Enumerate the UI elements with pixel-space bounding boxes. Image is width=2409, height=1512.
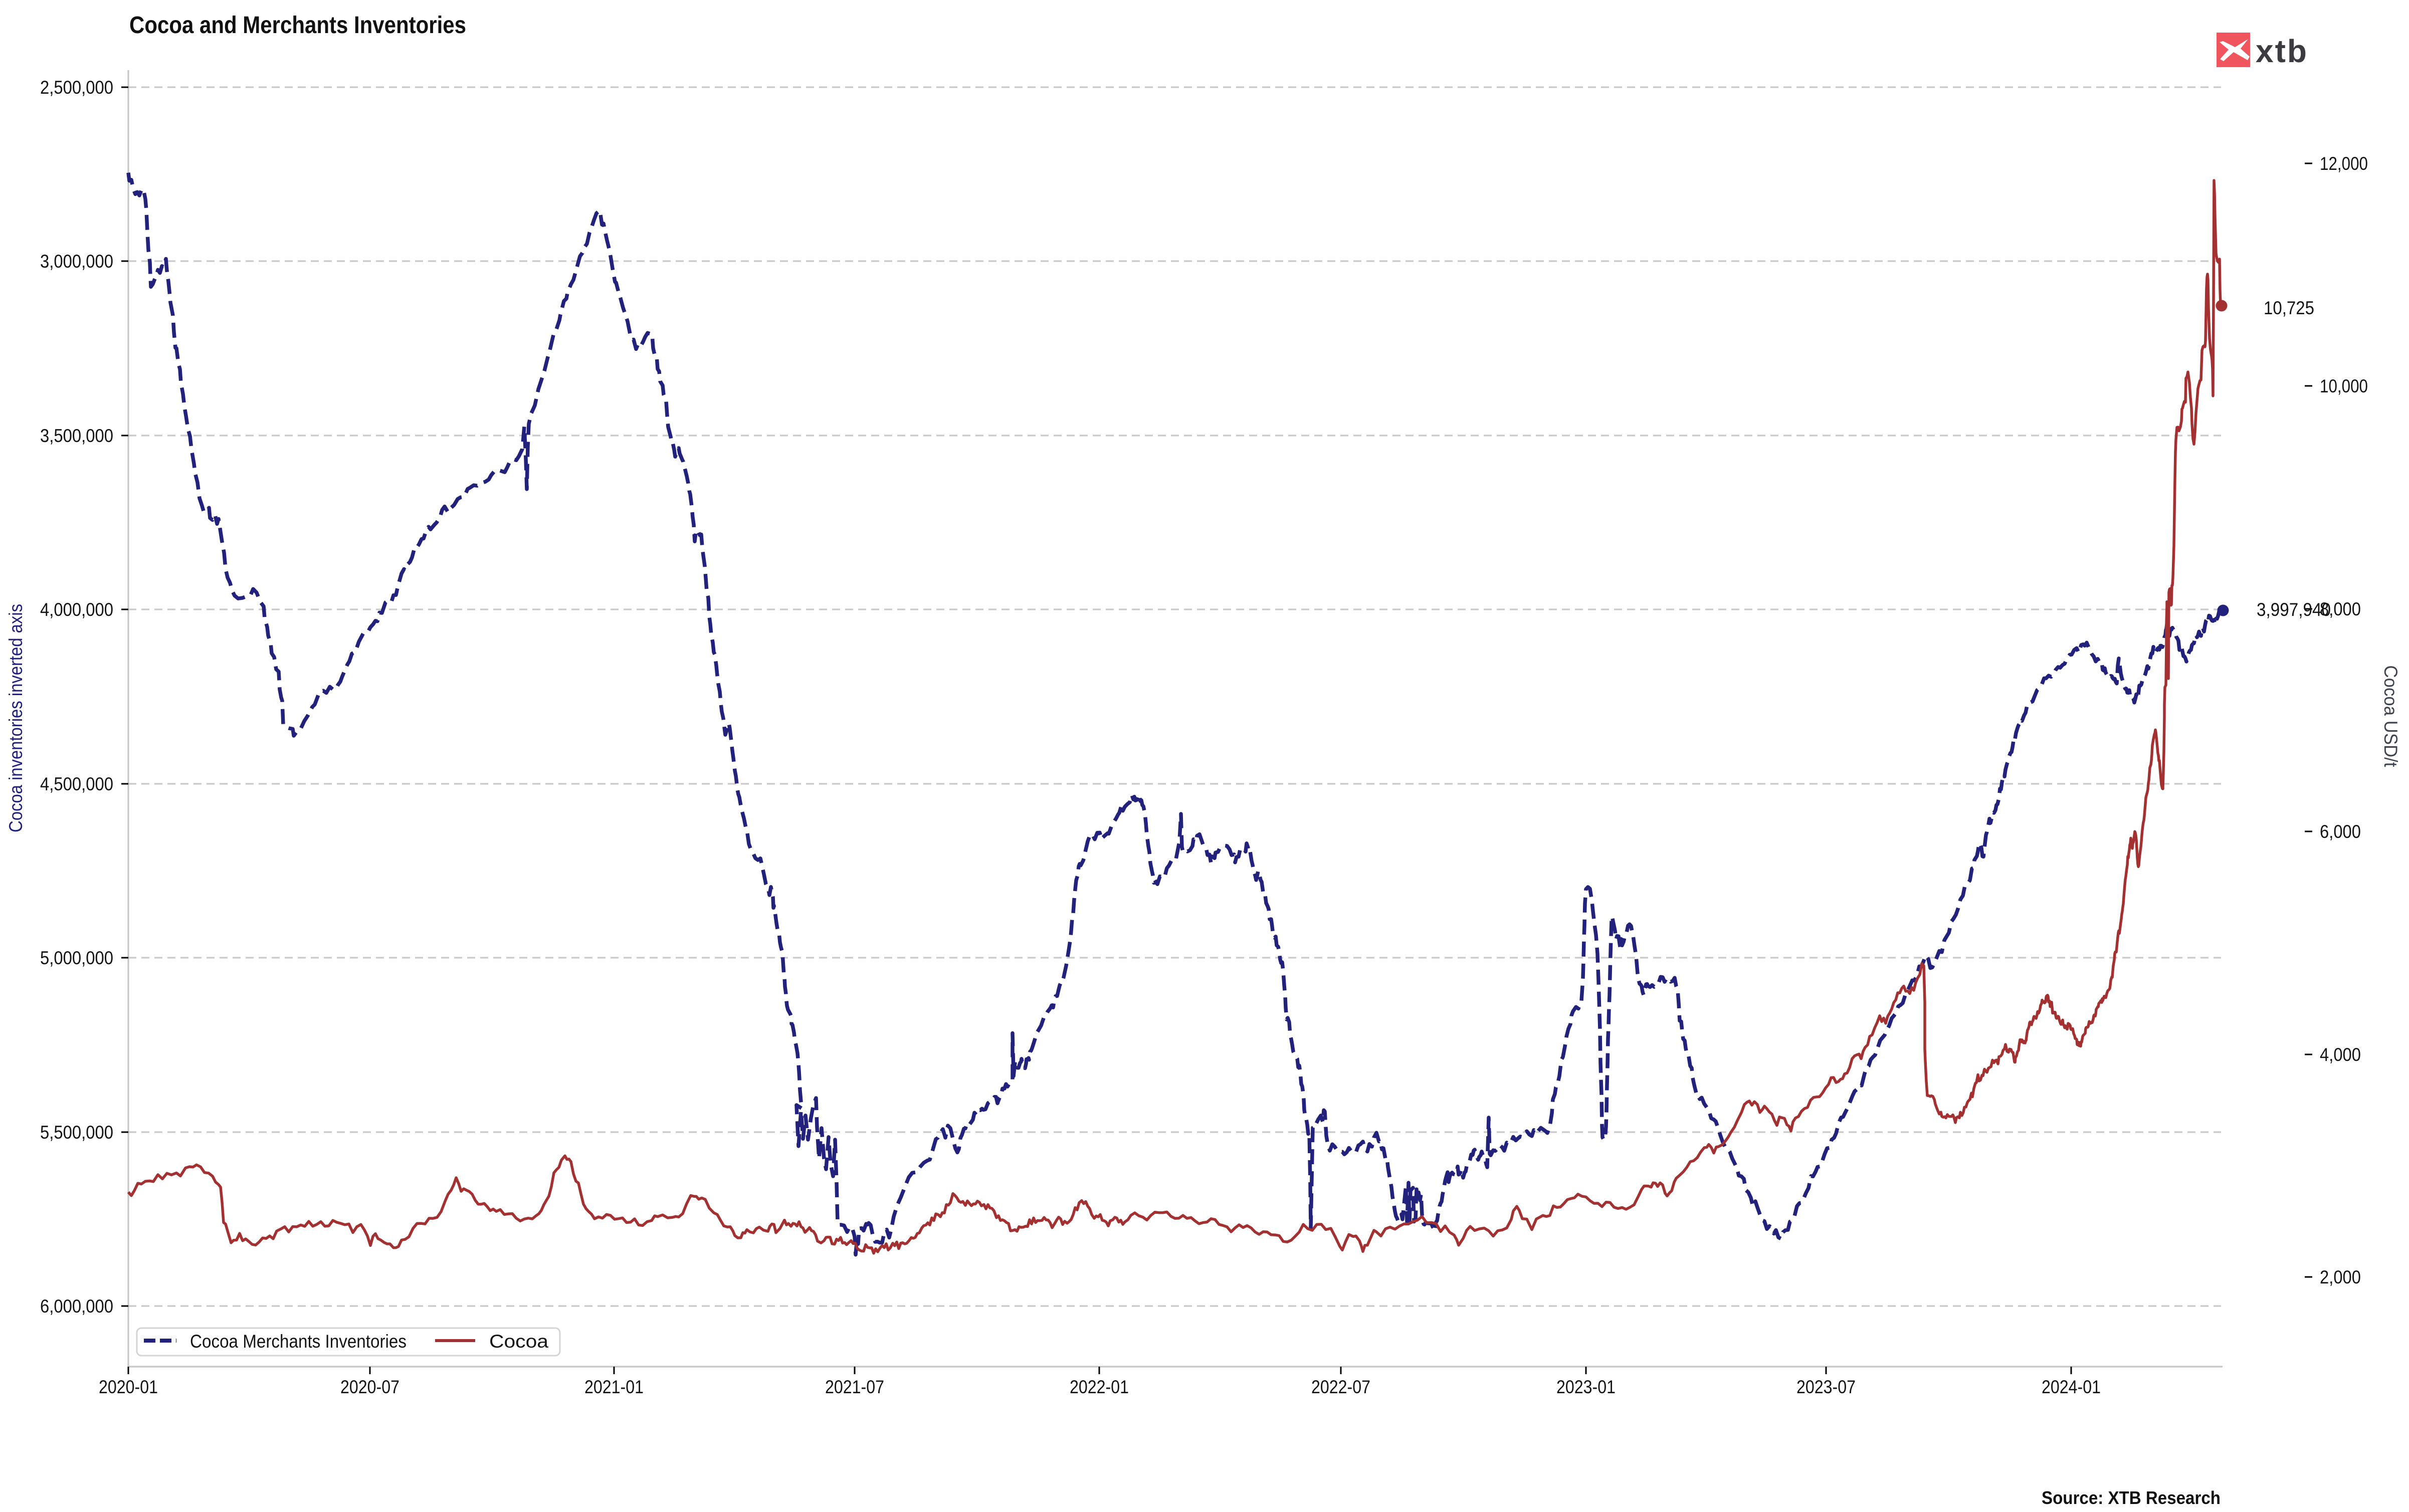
svg-text:Cocoa inventories inverted axi: Cocoa inventories inverted axis (6, 604, 26, 832)
svg-text:2020-01: 2020-01 (99, 1377, 158, 1397)
svg-text:2020-07: 2020-07 (340, 1377, 399, 1397)
svg-text:2022-07: 2022-07 (1311, 1377, 1370, 1397)
svg-text:3,000,000: 3,000,000 (40, 251, 113, 272)
svg-text:3,500,000: 3,500,000 (40, 425, 113, 446)
svg-text:2024-01: 2024-01 (2042, 1377, 2101, 1397)
svg-text:10,000: 10,000 (2320, 376, 2368, 396)
svg-text:2,500,000: 2,500,000 (40, 77, 113, 98)
svg-text:2023-01: 2023-01 (1556, 1377, 1616, 1397)
svg-text:Cocoa USD/t: Cocoa USD/t (2380, 666, 2401, 768)
svg-text:3,997,940: 3,997,940 (2257, 599, 2331, 620)
svg-text:6,000: 6,000 (2320, 821, 2361, 842)
svg-text:12,000: 12,000 (2320, 153, 2368, 174)
svg-text:4,500,000: 4,500,000 (40, 774, 113, 794)
svg-text:6,000,000: 6,000,000 (40, 1296, 113, 1317)
svg-text:4,000: 4,000 (2320, 1044, 2361, 1065)
svg-text:10,725: 10,725 (2264, 298, 2314, 318)
svg-text:Cocoa and Merchants Inventorie: Cocoa and Merchants Inventories (129, 12, 466, 39)
svg-text:5,500,000: 5,500,000 (40, 1122, 113, 1143)
svg-text:Cocoa Merchants Inventories: Cocoa Merchants Inventories (190, 1331, 407, 1352)
svg-text:2,000: 2,000 (2320, 1267, 2361, 1287)
svg-text:2023-07: 2023-07 (1796, 1377, 1856, 1397)
svg-text:2022-01: 2022-01 (1070, 1377, 1129, 1397)
svg-text:2021-01: 2021-01 (584, 1377, 644, 1397)
svg-text:Cocoa: Cocoa (489, 1331, 548, 1352)
svg-text:5,000,000: 5,000,000 (40, 948, 113, 968)
svg-text:Source: XTB Research: Source: XTB Research (2042, 1487, 2221, 1508)
svg-text:2021-07: 2021-07 (825, 1377, 884, 1397)
svg-text:8,000: 8,000 (2320, 599, 2361, 619)
svg-text:4,000,000: 4,000,000 (40, 599, 113, 620)
svg-text:xtb: xtb (2256, 33, 2308, 69)
